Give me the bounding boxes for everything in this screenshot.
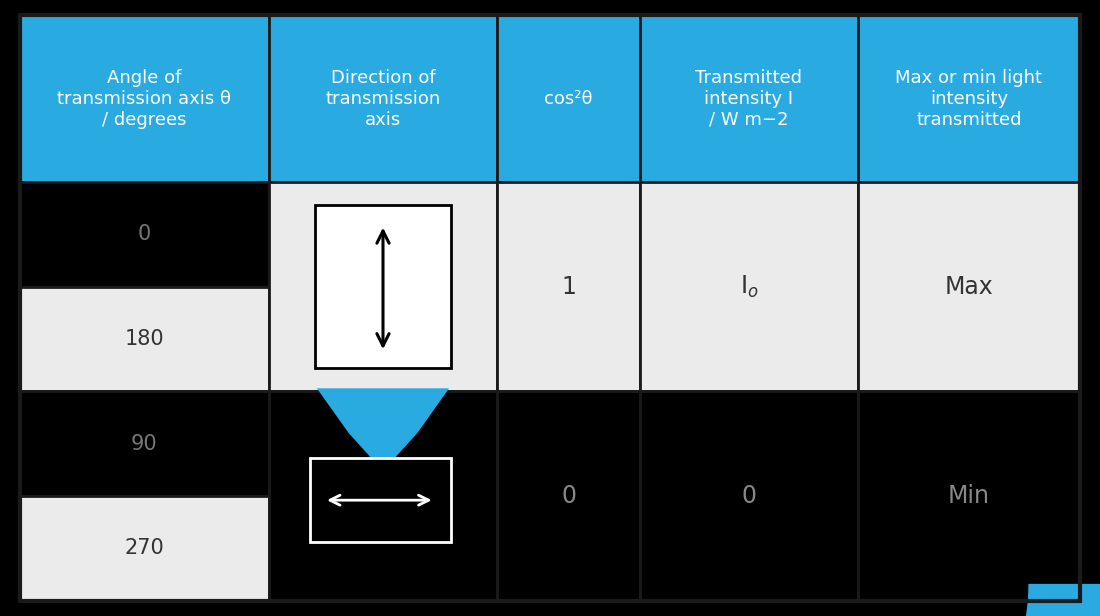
Bar — [270, 15, 497, 182]
Text: I$_o$: I$_o$ — [739, 274, 758, 300]
Bar — [640, 182, 858, 391]
Bar — [497, 391, 640, 601]
Bar — [497, 15, 640, 182]
Bar — [858, 15, 1080, 182]
Bar — [497, 182, 640, 391]
Polygon shape — [317, 388, 449, 471]
Bar — [20, 15, 270, 182]
Text: 0: 0 — [741, 484, 757, 508]
Text: Min: Min — [948, 484, 990, 508]
Text: 90: 90 — [131, 434, 157, 454]
Text: 0: 0 — [138, 224, 151, 245]
Bar — [20, 496, 270, 601]
Text: Angle of
transmission axis θ
/ degrees: Angle of transmission axis θ / degrees — [57, 69, 231, 129]
Text: Max or min light
intensity
transmitted: Max or min light intensity transmitted — [895, 69, 1043, 129]
Bar — [315, 205, 451, 368]
Bar — [20, 287, 270, 391]
Text: 270: 270 — [124, 538, 164, 558]
Bar — [20, 391, 270, 496]
Text: Max: Max — [945, 275, 993, 299]
Text: Direction of
transmission
axis: Direction of transmission axis — [326, 69, 441, 129]
Polygon shape — [538, 584, 1100, 616]
Bar — [20, 182, 270, 287]
Text: Transmitted
intensity I
/ W m−2: Transmitted intensity I / W m−2 — [695, 69, 802, 129]
Bar — [310, 458, 451, 542]
Text: 1: 1 — [561, 275, 576, 299]
Text: cos²θ: cos²θ — [544, 90, 593, 108]
Bar — [270, 182, 497, 391]
Bar — [858, 182, 1080, 391]
Bar — [640, 391, 858, 601]
Bar — [858, 391, 1080, 601]
Text: 180: 180 — [124, 329, 164, 349]
Text: 0: 0 — [561, 484, 576, 508]
Bar — [270, 391, 497, 601]
Bar — [640, 15, 858, 182]
